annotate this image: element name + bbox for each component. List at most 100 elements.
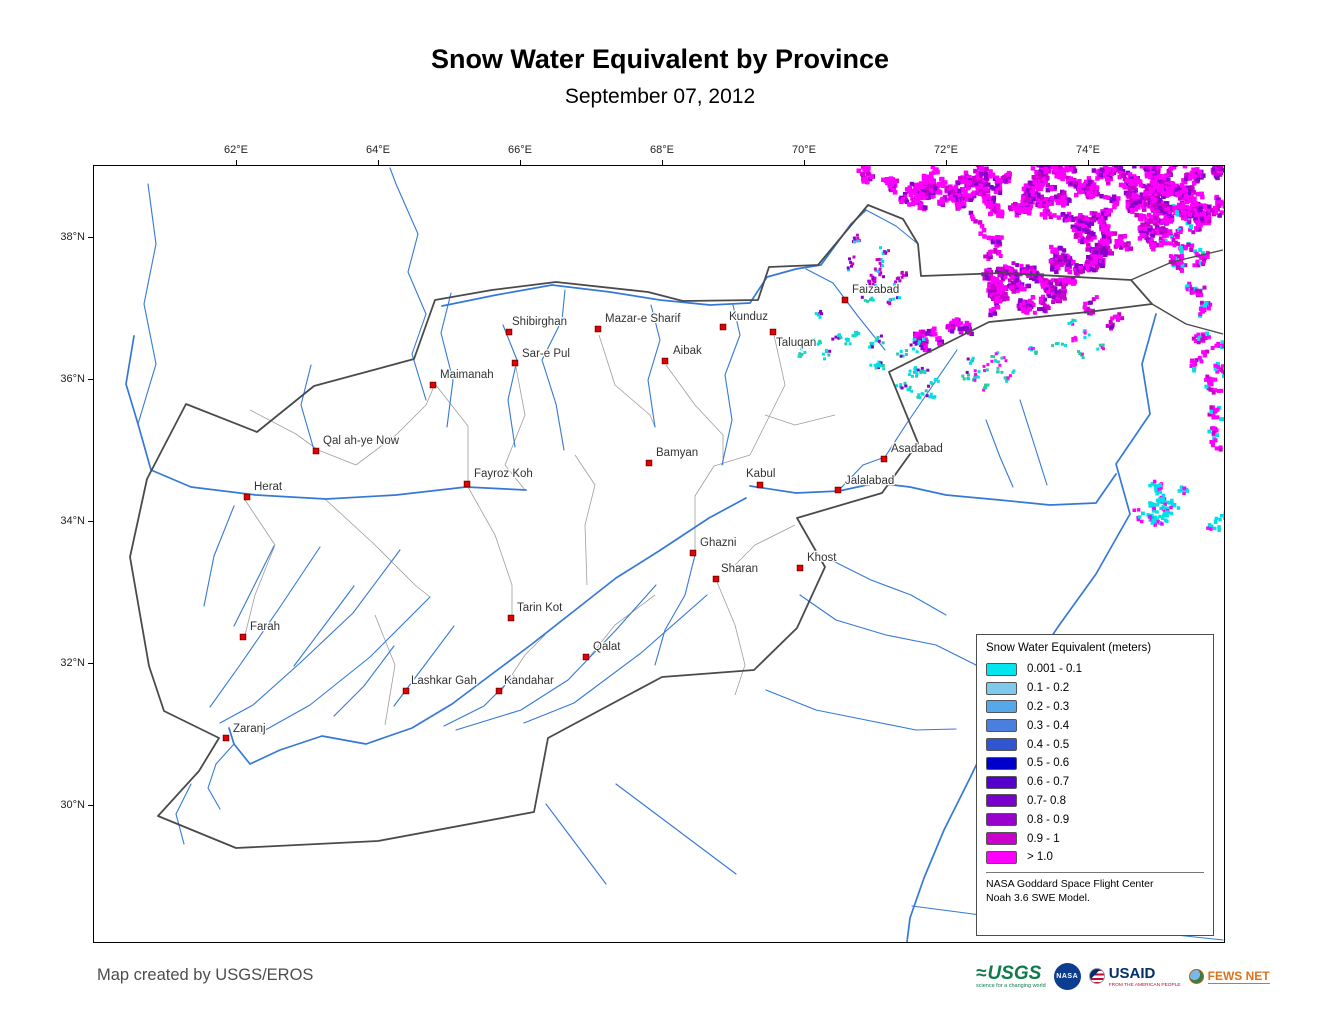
snow-pixel	[1061, 248, 1067, 253]
city-marker[interactable]	[243, 493, 251, 501]
snow-pixel	[1114, 238, 1119, 244]
snow-pixel	[866, 299, 870, 303]
snow-pixel	[918, 395, 922, 399]
snow-pixel	[1150, 521, 1155, 525]
snow-pixel	[904, 187, 910, 192]
snow-pixel	[984, 270, 989, 275]
snow-pixel	[920, 366, 924, 370]
map-canvas[interactable]: Shibirghan Mazar-e Sharif Kunduz Taluqan Fai…	[94, 166, 1224, 942]
city-marker[interactable]	[880, 455, 888, 463]
snow-pixel	[1151, 518, 1156, 522]
snow-pixel	[1073, 184, 1078, 189]
city-marker[interactable]	[495, 687, 503, 695]
snow-pixel	[881, 364, 885, 367]
snow-pixel	[969, 331, 974, 337]
snow-pixel	[1202, 353, 1207, 358]
snow-pixel	[1000, 356, 1004, 360]
snow-pixel	[973, 168, 978, 174]
city-marker[interactable]	[505, 328, 513, 336]
legend-entry-label: 0.001 - 0.1	[1027, 663, 1082, 676]
city-marker[interactable]	[463, 480, 471, 488]
city-marker[interactable]	[834, 486, 842, 494]
snow-pixel	[1059, 255, 1064, 260]
snow-pixel	[863, 175, 868, 180]
city-marker[interactable]	[429, 381, 437, 389]
city-marker[interactable]	[661, 357, 669, 365]
snow-pixel	[1092, 212, 1097, 217]
city-marker[interactable]	[402, 687, 410, 695]
snow-pixel	[909, 181, 915, 187]
province-boundaries-layer	[244, 334, 836, 726]
city-marker[interactable]	[796, 564, 804, 572]
snow-pixel	[994, 279, 999, 285]
snow-pixel	[1017, 300, 1023, 305]
snow-pixel	[1103, 252, 1108, 257]
legend-swatch	[986, 794, 1017, 808]
snow-pixel	[1166, 192, 1171, 197]
snow-pixel	[1184, 204, 1189, 210]
city-marker[interactable]	[582, 653, 590, 661]
snow-pixel	[1061, 174, 1066, 180]
snow-pixel	[1065, 167, 1070, 173]
legend-swatch	[986, 662, 1017, 676]
snow-pixel	[1014, 208, 1020, 213]
snow-pixel	[984, 383, 987, 387]
city-marker[interactable]	[689, 549, 697, 557]
snow-pixel	[1094, 215, 1100, 220]
snow-pixel	[1111, 199, 1117, 204]
city-marker[interactable]	[756, 481, 764, 489]
snow-pixel	[1044, 167, 1049, 172]
snow-pixel	[904, 384, 908, 388]
snow-pixel	[1120, 173, 1126, 178]
tick-mark	[88, 379, 94, 380]
snow-pixel	[1002, 356, 1006, 360]
snow-pixel	[930, 328, 936, 333]
snow-pixel	[803, 350, 807, 354]
snow-pixel	[1146, 513, 1150, 517]
city-marker[interactable]	[594, 325, 602, 333]
snow-pixel	[1171, 166, 1177, 170]
snow-pixel	[1046, 306, 1051, 311]
snow-pixel	[1052, 168, 1058, 173]
city-marker[interactable]	[841, 296, 849, 304]
city-marker[interactable]	[312, 447, 320, 455]
city-marker[interactable]	[239, 633, 247, 641]
snow-pixel	[997, 273, 1002, 278]
city-marker[interactable]	[222, 734, 230, 742]
city-marker[interactable]	[769, 328, 777, 336]
snow-pixel	[1015, 277, 1020, 282]
snow-pixel	[860, 295, 864, 299]
city-label: Sharan	[721, 563, 758, 575]
city-label: Jalalabad	[845, 475, 894, 487]
snow-pixel	[1089, 230, 1094, 236]
city-marker[interactable]	[712, 575, 720, 583]
snow-pixel	[1180, 188, 1185, 193]
snow-pixel	[1157, 179, 1162, 184]
snow-pixel	[1201, 262, 1206, 267]
snow-pixel	[920, 345, 925, 351]
snow-pixel	[1165, 510, 1169, 514]
snow-pixel	[1116, 196, 1121, 201]
snow-pixel	[1191, 336, 1196, 341]
snow-pixel	[1053, 253, 1058, 258]
fewsnet-globe-icon	[1188, 968, 1204, 984]
snow-pixel	[958, 321, 963, 326]
city-label: Herat	[254, 481, 283, 493]
snow-pixel	[1191, 167, 1196, 172]
snow-pixel	[914, 340, 918, 344]
snow-pixel	[1092, 190, 1097, 195]
city-marker[interactable]	[511, 359, 519, 367]
snow-pixel	[1073, 335, 1077, 339]
city-marker[interactable]	[507, 614, 515, 622]
city-marker[interactable]	[645, 459, 653, 467]
snow-pixel	[1023, 198, 1029, 203]
snow-pixel	[997, 299, 1003, 304]
snow-pixel	[1125, 193, 1131, 198]
snow-pixel	[1073, 270, 1079, 276]
snow-pixel	[1161, 194, 1166, 199]
snow-pixel	[1157, 197, 1163, 203]
snow-pixel	[1038, 296, 1043, 301]
snow-pixel	[1043, 197, 1048, 202]
snow-pixel	[888, 176, 894, 181]
city-marker[interactable]	[719, 323, 727, 331]
